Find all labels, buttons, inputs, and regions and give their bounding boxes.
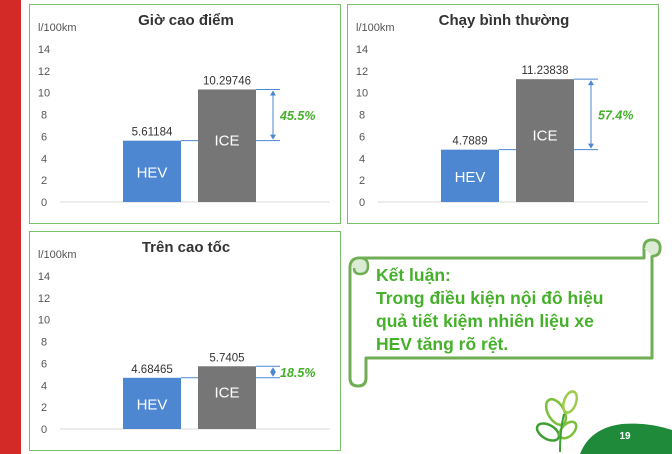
y-axis-label: l/100km (38, 249, 77, 261)
y-tick-label: 0 (359, 197, 365, 209)
difference-percent-label: 18.5% (280, 366, 315, 380)
y-tick-label: 10 (356, 88, 368, 100)
bar-hev (441, 149, 499, 202)
y-tick-label: 12 (38, 66, 50, 78)
chart-panel-normal-driving: Chạy bình thường l/100km 0 2 4 6 8 10 12 14 4.7889… (347, 4, 659, 224)
y-tick-label: 4 (359, 153, 365, 165)
data-label: 11.23838 (521, 65, 568, 77)
bar-category-label: HEV (137, 164, 168, 181)
y-tick-label: 2 (41, 402, 47, 414)
arrow-down-icon (270, 371, 276, 377)
conclusion-line-3: HEV tăng rõ rệt. (376, 334, 509, 354)
conclusion-text: Kết luận: Trong điều kiện nội đô hiệu qu… (376, 264, 646, 356)
y-tick-label: 10 (38, 315, 50, 327)
bar-ice (198, 366, 256, 429)
leaf-icon (561, 390, 579, 414)
y-tick-label: 0 (41, 424, 47, 436)
y-tick-label: 4 (41, 153, 47, 165)
conclusion-heading: Kết luận: (376, 265, 451, 285)
y-tick-label: 14 (356, 44, 368, 56)
left-accent-bar (0, 0, 21, 454)
data-label: 4.68465 (131, 364, 173, 376)
difference-percent-label: 57.4% (598, 108, 633, 122)
conclusion-line-2: quả tiết kiệm nhiên liệu xe (376, 311, 594, 331)
arrow-down-icon (588, 143, 594, 149)
y-tick-label: 14 (38, 271, 50, 283)
bar-ice (198, 89, 256, 202)
bar-hev (123, 377, 181, 429)
arrow-up-icon (588, 80, 594, 86)
bar-category-label: ICE (214, 133, 239, 150)
chart-title: Giờ cao điểm (138, 12, 234, 29)
chart-title: Trên cao tốc (142, 239, 230, 256)
y-tick-label: 6 (359, 131, 365, 143)
data-label: 4.7889 (452, 136, 487, 148)
y-tick-label: 8 (41, 337, 47, 349)
y-tick-label: 14 (38, 44, 50, 56)
y-tick-label: 6 (41, 358, 47, 370)
conclusion-scroll (348, 238, 662, 388)
y-tick-label: 0 (41, 197, 47, 209)
chart-panel-peak-hours: Giờ cao điểm l/100km 0 2 4 6 8 10 12 14 5.61184 HEV… (29, 4, 341, 224)
chart-title: Chạy bình thường (439, 12, 570, 29)
bar-category-label: ICE (214, 385, 239, 402)
chart-normal-driving: Chạy bình thường l/100km 0 2 4 6 8 10 12 14 4.7889… (356, 12, 648, 209)
chart-highway: Trên cao tốc l/100km 0 2 4 6 8 10 12 14 4.68465 HEV… (38, 239, 330, 436)
bar-category-label: HEV (455, 169, 486, 186)
data-label: 5.7405 (209, 352, 244, 364)
data-label: 10.29746 (203, 75, 251, 87)
chart-panel-highway: Trên cao tốc l/100km 0 2 4 6 8 10 12 14 4.68465 HEV… (29, 231, 341, 451)
arrow-up-icon (270, 90, 276, 96)
chart-peak-hours: Giờ cao điểm l/100km 0 2 4 6 8 10 12 14 5.61184 HEV… (38, 12, 330, 209)
y-tick-label: 4 (41, 380, 47, 392)
eco-car-decoration (535, 390, 672, 454)
y-tick-label: 12 (38, 293, 50, 305)
bar-category-label: ICE (532, 128, 557, 145)
bar-hev (123, 140, 181, 202)
arrow-down-icon (270, 134, 276, 140)
page-number: 19 (619, 431, 631, 442)
bar-ice (516, 79, 574, 202)
leaf-icon (535, 422, 561, 442)
arrow-up-icon (270, 367, 276, 373)
y-tick-label: 10 (38, 88, 50, 100)
y-axis-label: l/100km (38, 22, 77, 34)
y-tick-label: 12 (356, 66, 368, 78)
data-label: 5.61184 (132, 127, 173, 139)
y-tick-label: 2 (41, 175, 47, 187)
difference-percent-label: 45.5% (279, 109, 315, 123)
y-tick-label: 2 (359, 175, 365, 187)
y-axis-label: l/100km (356, 22, 395, 34)
car-silhouette-icon (580, 423, 672, 454)
y-tick-label: 6 (41, 131, 47, 143)
y-tick-label: 8 (41, 110, 47, 122)
conclusion-line-1: Trong điều kiện nội đô hiệu (376, 288, 604, 308)
y-tick-label: 8 (359, 110, 365, 122)
bar-category-label: HEV (137, 396, 168, 413)
